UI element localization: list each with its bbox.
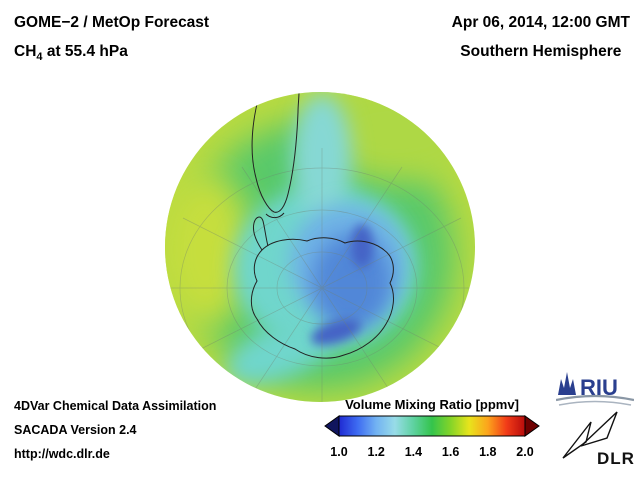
west-yellow-band [165, 172, 253, 328]
header-right: Apr 06, 2014, 12:00 GMT Southern Hemisph… [452, 8, 630, 66]
colorbar-ticks: 1.0 1.2 1.4 1.6 1.8 2.0 [323, 445, 541, 461]
species-symbol: CH [14, 43, 37, 60]
dlr-logo-text: DLR [597, 449, 635, 468]
riu-swoosh-line [555, 394, 635, 402]
south-america-coast [251, 92, 300, 213]
vortex-deep-streak-south [311, 318, 361, 346]
colorbar-block: Volume Mixing Ratio [ppmv] 1.0 1.2 1.4 1… [323, 397, 541, 461]
species-subscript: 4 [36, 51, 43, 64]
riu-swoosh-line-2 [558, 400, 632, 406]
dlr-logo: DLR [557, 406, 635, 473]
antarctic-peninsula-coast [253, 216, 269, 251]
colorbar-tick: 1.2 [367, 445, 385, 459]
africa-coast [444, 92, 471, 149]
colorbar-title: Volume Mixing Ratio [ppmv] [345, 397, 519, 412]
colorbar-tick: 1.4 [404, 445, 423, 459]
header-left: GOME−2 / MetOp Forecast CH4 at 55.4 hPa [14, 8, 209, 72]
colorbar-tick: 1.6 [441, 445, 460, 459]
riu-cathedral-icon [558, 372, 576, 395]
methane-field [165, 92, 475, 402]
dlr-wing-icon [562, 411, 618, 459]
colorbar [324, 415, 540, 437]
madagascar-coast [463, 152, 471, 168]
colorbar-left-arrow [324, 415, 340, 437]
pressure-level: at 55.4 hPa [42, 43, 128, 60]
species-level: CH4 at 55.4 hPa [14, 37, 209, 72]
north-cyan-band [292, 94, 352, 222]
version-label: SACADA Version 2.4 [14, 423, 137, 437]
vortex-core-blob [312, 234, 392, 330]
southwest-cyan-sweep [227, 320, 333, 384]
antarctica-coast [250, 237, 394, 359]
vortex-deep-streak-north [351, 224, 373, 268]
colorbar-right-arrow [524, 415, 540, 437]
colorbar-tick: 1.8 [479, 445, 497, 459]
datetime-label: Apr 06, 2014, 12:00 GMT [451, 14, 630, 31]
tierra-del-fuego-coast [265, 212, 285, 219]
product-title: GOME−2 / MetOp Forecast [14, 14, 210, 31]
footer-left: 4DVar Chemical Data Assimilation SACADA … [14, 394, 216, 466]
riu-logo: RIU [555, 369, 635, 414]
assimilation-label: 4DVar Chemical Data Assimilation [14, 399, 217, 413]
colorbar-tick: 2.0 [516, 445, 534, 459]
website-url: http://wdc.dlr.de [14, 447, 110, 461]
hemisphere-label: Southern Hemisphere [460, 43, 622, 60]
colorbar-gradient [338, 415, 526, 437]
colorbar-tick: 1.0 [330, 445, 348, 459]
